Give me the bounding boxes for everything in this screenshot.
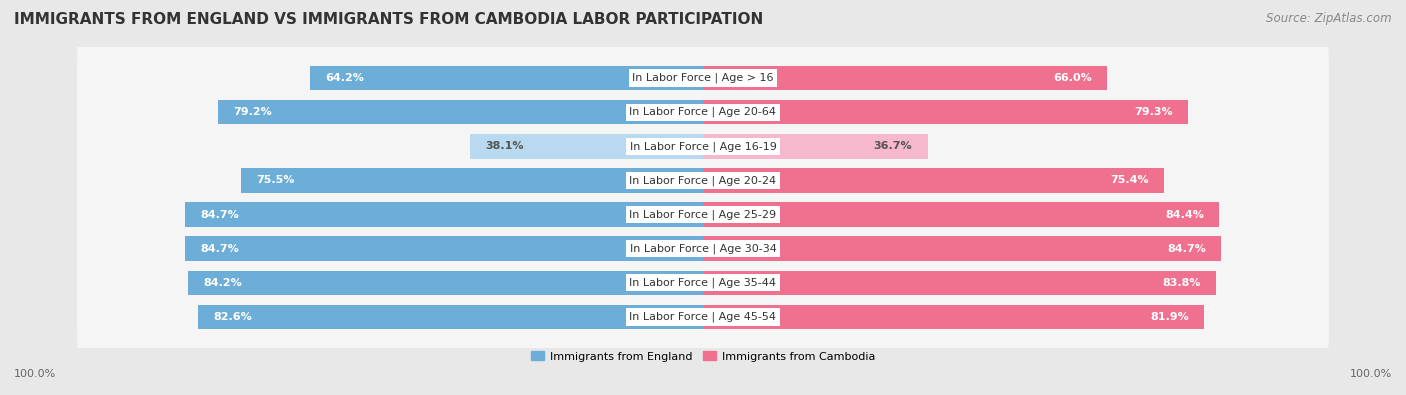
Text: 79.3%: 79.3% bbox=[1135, 107, 1173, 117]
Bar bbox=[184, 236, 703, 261]
Bar bbox=[240, 168, 703, 193]
Text: 83.8%: 83.8% bbox=[1161, 278, 1201, 288]
FancyBboxPatch shape bbox=[77, 139, 1329, 222]
Bar bbox=[703, 305, 1204, 329]
FancyBboxPatch shape bbox=[77, 241, 1329, 325]
Legend: Immigrants from England, Immigrants from Cambodia: Immigrants from England, Immigrants from… bbox=[526, 347, 880, 366]
Text: 81.9%: 81.9% bbox=[1150, 312, 1189, 322]
Bar bbox=[703, 202, 1219, 227]
Text: 82.6%: 82.6% bbox=[212, 312, 252, 322]
Text: 36.7%: 36.7% bbox=[873, 141, 912, 151]
Text: 100.0%: 100.0% bbox=[14, 369, 56, 379]
Bar bbox=[703, 100, 1188, 124]
Text: In Labor Force | Age > 16: In Labor Force | Age > 16 bbox=[633, 73, 773, 83]
Text: 84.7%: 84.7% bbox=[1167, 244, 1206, 254]
FancyBboxPatch shape bbox=[77, 207, 1329, 291]
Text: IMMIGRANTS FROM ENGLAND VS IMMIGRANTS FROM CAMBODIA LABOR PARTICIPATION: IMMIGRANTS FROM ENGLAND VS IMMIGRANTS FR… bbox=[14, 12, 763, 27]
Bar bbox=[188, 271, 703, 295]
Text: Source: ZipAtlas.com: Source: ZipAtlas.com bbox=[1267, 12, 1392, 25]
Bar bbox=[311, 66, 703, 90]
FancyBboxPatch shape bbox=[77, 173, 1329, 256]
Bar bbox=[703, 134, 928, 159]
Text: In Labor Force | Age 16-19: In Labor Force | Age 16-19 bbox=[630, 141, 776, 152]
FancyBboxPatch shape bbox=[77, 104, 1329, 188]
Text: 84.7%: 84.7% bbox=[200, 210, 239, 220]
Text: In Labor Force | Age 20-64: In Labor Force | Age 20-64 bbox=[630, 107, 776, 117]
FancyBboxPatch shape bbox=[77, 70, 1329, 154]
Text: In Labor Force | Age 20-24: In Labor Force | Age 20-24 bbox=[630, 175, 776, 186]
Text: 84.2%: 84.2% bbox=[202, 278, 242, 288]
Text: 75.5%: 75.5% bbox=[256, 175, 295, 185]
Text: 100.0%: 100.0% bbox=[1350, 369, 1392, 379]
Bar bbox=[703, 66, 1107, 90]
Bar bbox=[703, 271, 1216, 295]
Text: 84.4%: 84.4% bbox=[1166, 210, 1204, 220]
Text: In Labor Force | Age 25-29: In Labor Force | Age 25-29 bbox=[630, 209, 776, 220]
Bar bbox=[198, 305, 703, 329]
Text: 38.1%: 38.1% bbox=[485, 141, 523, 151]
Bar bbox=[470, 134, 703, 159]
Bar bbox=[703, 168, 1164, 193]
Bar bbox=[703, 236, 1222, 261]
Text: 66.0%: 66.0% bbox=[1053, 73, 1091, 83]
Text: In Labor Force | Age 35-44: In Labor Force | Age 35-44 bbox=[630, 278, 776, 288]
Text: 79.2%: 79.2% bbox=[233, 107, 273, 117]
Bar bbox=[218, 100, 703, 124]
FancyBboxPatch shape bbox=[77, 36, 1329, 120]
Text: 75.4%: 75.4% bbox=[1111, 175, 1149, 185]
Text: In Labor Force | Age 30-34: In Labor Force | Age 30-34 bbox=[630, 243, 776, 254]
Text: 64.2%: 64.2% bbox=[325, 73, 364, 83]
FancyBboxPatch shape bbox=[77, 275, 1329, 359]
Text: 84.7%: 84.7% bbox=[200, 244, 239, 254]
Text: In Labor Force | Age 45-54: In Labor Force | Age 45-54 bbox=[630, 312, 776, 322]
Bar bbox=[184, 202, 703, 227]
